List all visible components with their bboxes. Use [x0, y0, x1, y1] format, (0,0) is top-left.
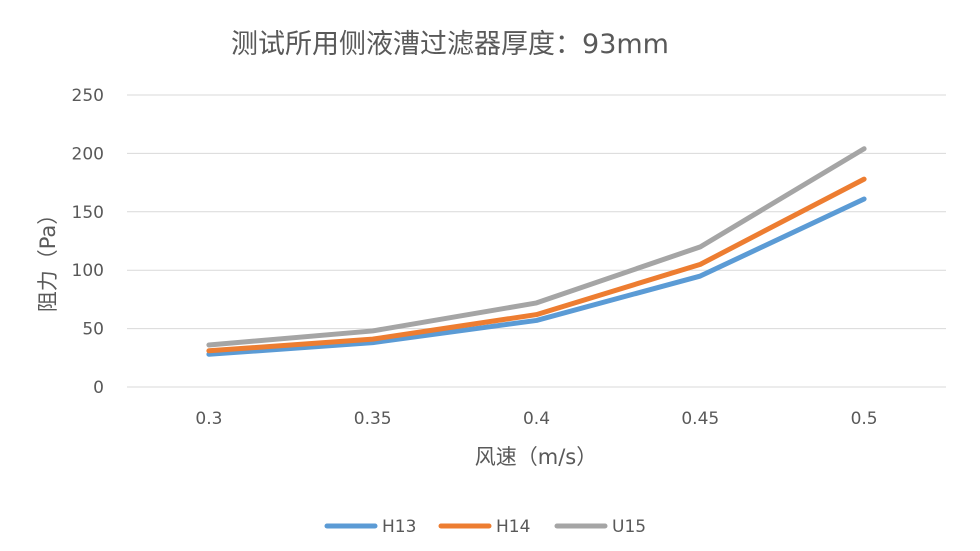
- x-tick-label: 0.35: [354, 409, 392, 429]
- x-tick-label: 0.4: [523, 409, 550, 429]
- y-axis: 0 50 100 150 200 250: [72, 86, 104, 398]
- y-tick-label: 250: [72, 86, 104, 106]
- legend-label-h14: H14: [496, 517, 530, 537]
- y-tick-label: 0: [93, 378, 104, 398]
- y-tick-label: 100: [72, 261, 104, 281]
- series-line-h14: [206, 176, 867, 354]
- chart-title: 测试所用侧液漕过滤器厚度：93mm: [231, 29, 669, 60]
- series-lines: [206, 146, 867, 357]
- x-tick-label: 0.3: [195, 409, 222, 429]
- x-tick-label: 0.5: [851, 409, 878, 429]
- series-line-u15: [206, 146, 867, 348]
- series-line-h13: [206, 196, 867, 357]
- y-tick-label: 50: [82, 320, 104, 340]
- y-tick-label: 150: [72, 203, 104, 223]
- legend-label-h13: H13: [382, 517, 416, 537]
- x-axis: 0.3 0.35 0.4 0.45 0.5: [195, 409, 877, 429]
- legend: H13 H14 U15: [324, 517, 646, 537]
- gridlines: [127, 94, 946, 388]
- y-tick-label: 200: [72, 144, 104, 164]
- x-axis-label: 风速（m/s）: [475, 445, 597, 469]
- x-tick-label: 0.45: [681, 409, 719, 429]
- legend-label-u15: U15: [612, 517, 646, 537]
- y-axis-label: 阻力（Pa）: [36, 204, 60, 313]
